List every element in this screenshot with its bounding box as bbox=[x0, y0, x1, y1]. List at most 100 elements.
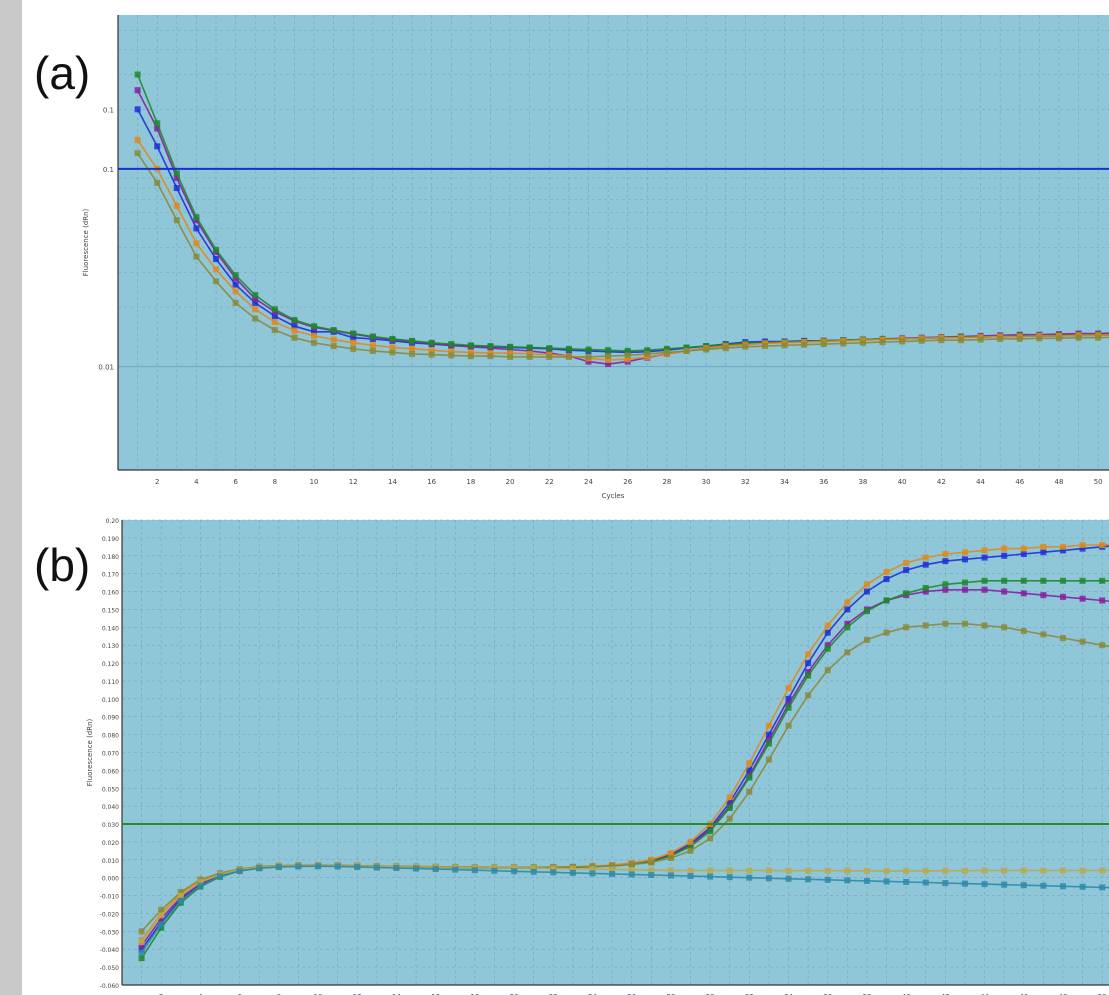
a-data-point bbox=[467, 349, 474, 356]
b-data-point bbox=[981, 554, 988, 561]
a-data-point bbox=[1075, 334, 1082, 341]
b-data-point bbox=[844, 620, 851, 627]
b-data-point bbox=[1020, 577, 1027, 584]
a-data-point bbox=[742, 343, 749, 350]
b-data-point bbox=[628, 861, 635, 868]
b-x-tick-label: 14 bbox=[392, 993, 401, 995]
a-y-axis-title: Fluorescence (dRn) bbox=[82, 208, 90, 276]
b-data-point bbox=[726, 794, 733, 801]
a-data-point bbox=[154, 120, 161, 127]
a-x-tick-label: 2 bbox=[155, 478, 159, 486]
a-x-tick-label: 12 bbox=[349, 478, 358, 486]
b-data-point bbox=[236, 867, 243, 874]
b-data-point bbox=[746, 760, 753, 767]
b-data-point bbox=[628, 866, 635, 873]
a-data-point bbox=[193, 217, 200, 224]
a-data-point bbox=[369, 347, 376, 354]
b-x-tick-label: 24 bbox=[588, 993, 597, 995]
b-data-point bbox=[589, 870, 596, 877]
b-y-tick-label: -0.010 bbox=[100, 894, 120, 901]
b-y-tick-label: 0.050 bbox=[102, 786, 119, 793]
b-x-tick-label: 34 bbox=[784, 993, 793, 995]
b-data-point bbox=[197, 879, 204, 886]
a-data-point bbox=[683, 344, 690, 351]
b-data-point bbox=[961, 549, 968, 556]
b-data-point bbox=[432, 866, 439, 873]
a-data-point bbox=[311, 332, 318, 339]
a-data-point bbox=[801, 341, 808, 348]
a-data-point bbox=[232, 281, 239, 288]
b-data-point bbox=[707, 828, 714, 835]
panel-label-b: (b) bbox=[30, 540, 95, 590]
a-data-point bbox=[291, 317, 298, 324]
a-x-tick-label: 16 bbox=[427, 478, 436, 486]
a-data-point bbox=[624, 352, 631, 359]
a-x-tick-label: 30 bbox=[702, 478, 711, 486]
a-data-point bbox=[271, 319, 278, 326]
b-data-point bbox=[687, 843, 694, 850]
a-data-point bbox=[330, 336, 337, 343]
a-x-tick-label: 36 bbox=[819, 478, 828, 486]
a-data-point bbox=[173, 170, 180, 177]
b-data-point bbox=[726, 874, 733, 881]
b-x-tick-label: 16 bbox=[431, 993, 440, 995]
a-data-point bbox=[409, 345, 416, 352]
b-data-point bbox=[942, 581, 949, 588]
b-y-tick-label: -0.040 bbox=[100, 947, 120, 954]
a-data-point bbox=[369, 333, 376, 340]
b-data-point bbox=[1059, 547, 1066, 554]
a-data-point bbox=[311, 323, 318, 330]
b-data-point bbox=[981, 547, 988, 554]
b-data-point bbox=[785, 701, 792, 708]
b-y-tick-label: -0.060 bbox=[100, 983, 120, 990]
a-x-tick-label: 44 bbox=[976, 478, 985, 486]
b-x-tick-label: 20 bbox=[510, 993, 519, 995]
b-data-point bbox=[981, 881, 988, 888]
b-data-point bbox=[883, 878, 890, 885]
b-y-tick-label: 0.170 bbox=[102, 572, 119, 579]
b-data-point bbox=[765, 756, 772, 763]
b-data-point bbox=[746, 774, 753, 781]
a-data-point bbox=[134, 150, 141, 157]
b-x-tick-label: 12 bbox=[353, 993, 362, 995]
a-data-point bbox=[467, 353, 474, 360]
b-data-point bbox=[687, 867, 694, 874]
b-data-point bbox=[648, 859, 655, 866]
b-data-point bbox=[981, 586, 988, 593]
a-data-point bbox=[605, 353, 612, 360]
b-data-point bbox=[177, 892, 184, 899]
b-x-tick-label: 8 bbox=[277, 993, 281, 995]
b-data-point bbox=[1040, 882, 1047, 889]
b-data-point bbox=[1040, 631, 1047, 638]
a-data-point bbox=[350, 339, 357, 346]
a-data-point bbox=[761, 343, 768, 350]
panel-label-a: (a) bbox=[30, 48, 95, 98]
a-data-point bbox=[232, 299, 239, 306]
b-data-point bbox=[1099, 642, 1106, 649]
b-data-point bbox=[805, 867, 812, 874]
a-data-point bbox=[389, 335, 396, 342]
a-data-point bbox=[428, 347, 435, 354]
a-data-point bbox=[193, 214, 200, 221]
a-data-point bbox=[232, 272, 239, 279]
b-data-point bbox=[138, 955, 145, 962]
b-data-point bbox=[511, 864, 518, 871]
a-data-point bbox=[879, 339, 886, 346]
b-data-point bbox=[922, 879, 929, 886]
a-x-tick-label: 32 bbox=[741, 478, 750, 486]
b-y-tick-label: 0.040 bbox=[102, 804, 119, 811]
b-data-point bbox=[883, 867, 890, 874]
a-x-tick-label: 14 bbox=[388, 478, 397, 486]
b-y-tick-label: 0.010 bbox=[102, 858, 119, 865]
b-data-point bbox=[334, 863, 341, 870]
b-data-point bbox=[903, 878, 910, 885]
b-data-point bbox=[217, 873, 224, 880]
a-data-point bbox=[546, 345, 553, 352]
a-data-point bbox=[409, 337, 416, 344]
b-data-point bbox=[844, 599, 851, 606]
a-data-point bbox=[605, 361, 612, 368]
b-data-point bbox=[1001, 624, 1008, 631]
b-data-point bbox=[667, 850, 674, 857]
a-data-point bbox=[213, 266, 220, 273]
